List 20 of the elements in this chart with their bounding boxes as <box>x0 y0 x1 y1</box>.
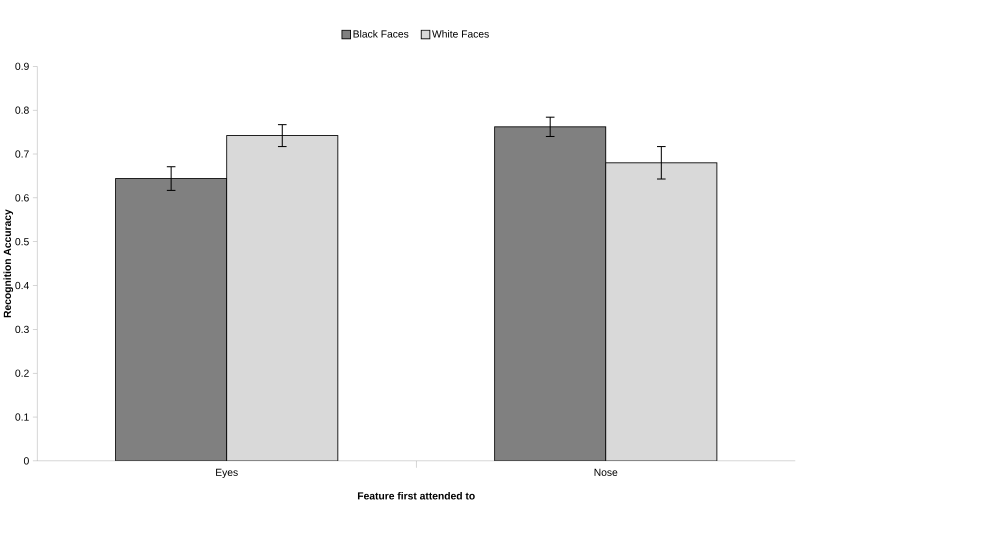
legend-label: Black Faces <box>354 30 408 38</box>
y-tick-label: 0.7 <box>15 150 29 158</box>
y-tick-label: 0.5 <box>15 238 29 246</box>
bar <box>605 162 718 461</box>
bar <box>494 126 606 461</box>
y-axis-title: Recognition Accuracy <box>3 209 14 318</box>
legend-label: White Faces <box>432 30 489 38</box>
y-tick-label: 0.9 <box>15 62 29 70</box>
x-tick-label: Eyes <box>216 468 238 478</box>
y-tick-label: 0.1 <box>15 413 29 421</box>
y-tick-label: 0.6 <box>15 194 29 202</box>
x-axis-title: Feature first attended to <box>358 492 475 500</box>
y-tick-label: 0.8 <box>15 106 29 114</box>
y-tick-label: 0.2 <box>15 369 29 377</box>
y-tick-label: 0.3 <box>15 326 29 333</box>
y-tick-label: 0.4 <box>15 282 29 290</box>
bar <box>226 135 338 461</box>
bar <box>115 178 228 461</box>
x-tick-label: Nose <box>594 468 618 476</box>
y-tick-label: 0 <box>24 457 29 464</box>
